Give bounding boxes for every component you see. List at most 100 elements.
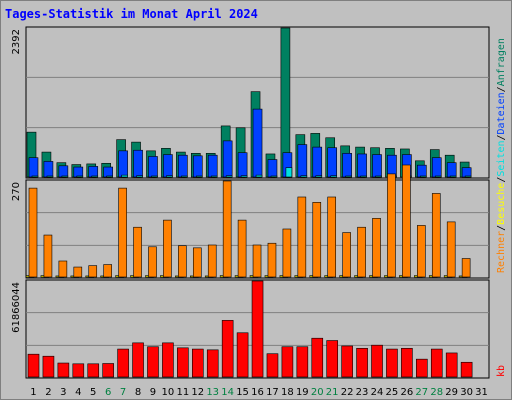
bar-dateien-day-3 bbox=[58, 165, 69, 178]
bar-rechner-day-25 bbox=[387, 173, 396, 278]
xtick-day-27: 27 bbox=[415, 387, 428, 398]
bar-kb-day-26 bbox=[401, 347, 413, 378]
xtick-day-4: 4 bbox=[75, 387, 81, 398]
bar-rechner-day-20 bbox=[312, 202, 322, 278]
bar-seiten-day-17 bbox=[270, 175, 278, 178]
xtick-day-8: 8 bbox=[135, 387, 141, 398]
ytick-visits: 270 bbox=[11, 182, 22, 201]
bar-kb-day-2 bbox=[42, 355, 55, 378]
right-legend-kb: kb bbox=[496, 365, 507, 377]
bar-rechner-day-28 bbox=[431, 193, 441, 278]
bar-dateien-day-21 bbox=[327, 147, 338, 178]
bar-rechner-day-10 bbox=[163, 219, 172, 278]
bar-kb-day-25 bbox=[386, 348, 398, 378]
bar-dateien-day-28 bbox=[431, 157, 442, 178]
bar-seiten-day-20 bbox=[315, 175, 323, 178]
bar-dateien-day-13 bbox=[207, 154, 218, 178]
xtick-day-22: 22 bbox=[341, 387, 354, 398]
xtick-day-24: 24 bbox=[371, 387, 384, 398]
xtick-day-16: 16 bbox=[251, 387, 264, 398]
xtick-day-31: 31 bbox=[475, 387, 488, 398]
bar-seiten-day-12 bbox=[195, 175, 203, 178]
bar-rechner-day-21 bbox=[327, 196, 337, 278]
bar-dateien-day-14 bbox=[222, 140, 233, 178]
xtick-day-20: 20 bbox=[311, 387, 324, 398]
right-legend: Rechner/Besuche/Seiten/Dateien/Anfragen bbox=[496, 38, 507, 273]
bar-seiten-day-7 bbox=[121, 174, 128, 178]
bar-rechner-day-6 bbox=[103, 264, 112, 278]
bar-rechner-day-2 bbox=[43, 234, 53, 278]
bar-seiten-day-10 bbox=[166, 175, 173, 178]
bar-rechner-day-11 bbox=[178, 245, 187, 278]
legend-rechner: Rechner bbox=[496, 231, 507, 273]
bar-rechner-day-23 bbox=[357, 226, 366, 278]
bar-seiten-day-9 bbox=[151, 175, 158, 178]
bar-kb-day-9 bbox=[147, 346, 159, 378]
bar-dateien-day-22 bbox=[342, 153, 352, 178]
legend-anfragen: Anfragen bbox=[496, 38, 507, 86]
bar-seiten-day-5 bbox=[91, 175, 99, 178]
bar-seiten-day-15 bbox=[240, 175, 248, 178]
bar-dateien-day-27 bbox=[417, 164, 427, 178]
bar-seiten-day-13 bbox=[210, 175, 218, 178]
bar-dateien-day-7 bbox=[118, 150, 128, 178]
bar-seiten-day-4 bbox=[76, 175, 84, 178]
bar-rechner-day-3 bbox=[58, 260, 68, 278]
xtick-day-29: 29 bbox=[445, 387, 458, 398]
xtick-day-9: 9 bbox=[150, 387, 156, 398]
bar-seiten-day-3 bbox=[61, 175, 69, 178]
bar-kb-day-4 bbox=[72, 363, 85, 378]
bar-rechner-day-15 bbox=[237, 219, 247, 278]
bar-seiten-day-21 bbox=[330, 175, 338, 178]
xtick-day-11: 11 bbox=[176, 387, 189, 398]
xtick-day-28: 28 bbox=[430, 387, 443, 398]
bar-rechner-day-4 bbox=[73, 266, 83, 278]
bar-seiten-day-11 bbox=[181, 175, 188, 178]
bar-kb-day-10 bbox=[162, 342, 174, 378]
bar-seiten-day-16 bbox=[255, 174, 263, 178]
bar-dateien-day-8 bbox=[133, 149, 143, 178]
bar-rechner-day-12 bbox=[192, 247, 202, 278]
xtick-day-17: 17 bbox=[266, 387, 279, 398]
xtick-day-7: 7 bbox=[120, 387, 126, 398]
xtick-day-18: 18 bbox=[281, 387, 294, 398]
bar-kb-day-24 bbox=[371, 344, 383, 378]
bar-kb-day-20 bbox=[311, 337, 324, 378]
bar-kb-day-1 bbox=[27, 353, 40, 378]
xtick-day-1: 1 bbox=[30, 387, 36, 398]
bar-seiten-day-2 bbox=[46, 175, 54, 178]
xtick-day-21: 21 bbox=[326, 387, 339, 398]
xtick-day-19: 19 bbox=[296, 387, 309, 398]
bar-seiten-day-24 bbox=[375, 175, 382, 178]
bar-rechner-day-29 bbox=[446, 221, 456, 278]
bar-kb-day-22 bbox=[341, 345, 353, 378]
legend-dateien: Dateien bbox=[496, 92, 507, 134]
bar-rechner-day-22 bbox=[342, 232, 351, 278]
bar-kb-day-30 bbox=[460, 361, 473, 378]
bar-seiten-day-14 bbox=[225, 175, 233, 178]
bar-kb-day-8 bbox=[132, 342, 144, 378]
bar-dateien-day-10 bbox=[163, 154, 173, 178]
bar-dateien-day-20 bbox=[312, 146, 323, 178]
bar-rechner-day-18 bbox=[282, 228, 292, 278]
bar-rechner-day-19 bbox=[297, 196, 307, 278]
bar-dateien-day-23 bbox=[357, 153, 367, 178]
bar-rechner-day-14 bbox=[222, 180, 232, 278]
bar-rechner-day-16 bbox=[252, 244, 262, 278]
bar-dateien-day-11 bbox=[178, 154, 188, 178]
legend-separator: / bbox=[496, 86, 507, 92]
bar-rechner-day-27 bbox=[417, 225, 426, 278]
bar-rechner-day-24 bbox=[372, 218, 381, 278]
bar-seiten-day-19 bbox=[300, 175, 308, 178]
bar-rechner-day-9 bbox=[148, 246, 157, 278]
bar-kb-day-16 bbox=[251, 280, 264, 378]
bar-seiten-day-27 bbox=[420, 175, 427, 178]
xtick-day-23: 23 bbox=[356, 387, 369, 398]
bar-kb-day-7 bbox=[117, 348, 129, 378]
legend-separator: / bbox=[496, 225, 507, 231]
xtick-day-5: 5 bbox=[90, 387, 96, 398]
bar-kb-day-12 bbox=[191, 348, 204, 378]
bar-kb-day-6 bbox=[102, 363, 114, 378]
bar-rechner-day-8 bbox=[133, 226, 142, 278]
